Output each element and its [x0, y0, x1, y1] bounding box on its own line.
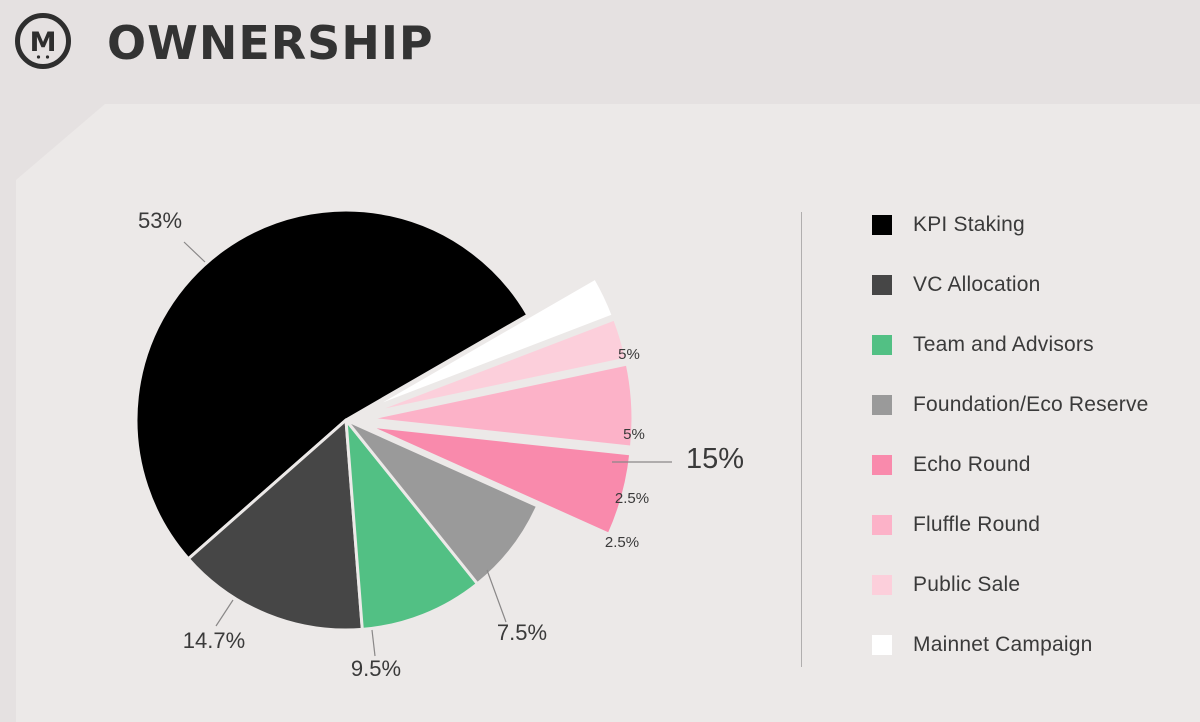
legend-label: Mainnet Campaign: [913, 633, 1093, 656]
leader-line-kpi-staking: [183, 241, 206, 263]
brand-logo: M: [15, 13, 71, 69]
leader-line-vc-allocation: [215, 599, 234, 627]
page-title: OWNERSHIP: [107, 16, 434, 70]
data-label-kpi-staking: 53%: [138, 208, 182, 233]
pie-slice-fluffle-round: [366, 362, 635, 449]
legend-swatch: [872, 575, 892, 595]
pie-slice-team-and-advisors: [344, 418, 479, 631]
legend-item-team-and-advisors: Team and Advisors: [872, 330, 1192, 360]
pie-slice-public-sale: [365, 317, 628, 416]
legend-item-fluffle-round: Fluffle Round: [872, 510, 1192, 540]
brand-logo-letter: M: [30, 27, 57, 58]
pie-slice-kpi-staking: [134, 208, 530, 561]
data-label-echo-round: 5%: [618, 346, 640, 363]
pie-slice-foundation-eco-reserve: [344, 418, 540, 586]
pie-slice-echo-round: [365, 424, 633, 536]
legend-swatch: [872, 335, 892, 355]
legend-label: Team and Advisors: [913, 333, 1094, 356]
legend-label: KPI Staking: [913, 213, 1025, 236]
legend-item-echo-round: Echo Round: [872, 450, 1192, 480]
legend-label: Foundation/Eco Reserve: [913, 393, 1149, 416]
data-label-foundation-eco-reserve: 7.5%: [497, 620, 547, 645]
pie-slice-vc-allocation: [186, 418, 364, 632]
group-total-label: 15%: [686, 443, 744, 475]
legend-swatch: [872, 515, 892, 535]
legend-item-mainnet-campaign: Mainnet Campaign: [872, 630, 1192, 660]
legend-item-kpi-staking: KPI Staking: [872, 210, 1192, 240]
legend-label: VC Allocation: [913, 273, 1041, 296]
legend-divider: [801, 212, 802, 667]
legend-swatch: [872, 395, 892, 415]
legend-item-public-sale: Public Sale: [872, 570, 1192, 600]
legend-swatch: [872, 455, 892, 475]
data-label-mainnet-campaign: 2.5%: [605, 534, 639, 551]
legend-swatch: [872, 275, 892, 295]
leader-line-team-and-advisors: [371, 629, 376, 657]
legend-label: Public Sale: [913, 573, 1021, 596]
pie-slice-mainnet-campaign: [364, 276, 615, 413]
header: M OWNERSHIP: [0, 0, 1200, 104]
data-label-fluffle-round: 5%: [623, 426, 645, 443]
legend-label: Fluffle Round: [913, 513, 1041, 536]
legend-swatch: [872, 635, 892, 655]
data-label-team-and-advisors: 9.5%: [351, 656, 401, 681]
legend-swatch: [872, 215, 892, 235]
leader-line-foundation-eco-reserve: [486, 569, 507, 623]
legend-item-foundation-eco-reserve: Foundation/Eco Reserve: [872, 390, 1192, 420]
legend-label: Echo Round: [913, 453, 1031, 476]
data-label-vc-allocation: 14.7%: [183, 628, 245, 653]
data-label-public-sale: 2.5%: [615, 490, 649, 507]
legend-item-vc-allocation: VC Allocation: [872, 270, 1192, 300]
